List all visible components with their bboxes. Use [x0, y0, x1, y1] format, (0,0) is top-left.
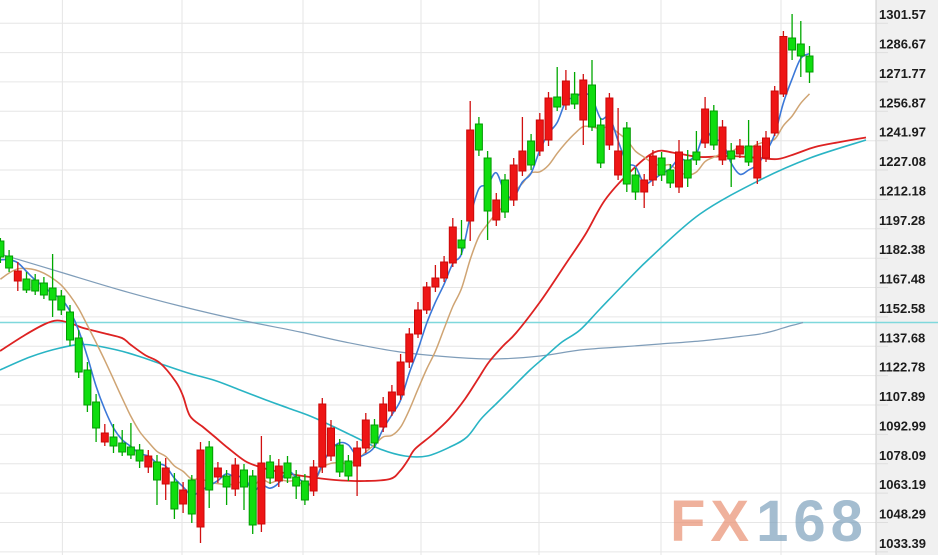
svg-text:1227.08: 1227.08 — [879, 154, 926, 169]
svg-text:1063.19: 1063.19 — [879, 477, 926, 492]
svg-text:1122.78: 1122.78 — [879, 360, 925, 375]
svg-text:1048.29: 1048.29 — [879, 507, 926, 522]
svg-text:1212.18: 1212.18 — [879, 183, 926, 198]
svg-text:1271.77: 1271.77 — [879, 66, 926, 81]
svg-text:1033.39: 1033.39 — [879, 536, 926, 551]
svg-text:1167.48: 1167.48 — [879, 272, 925, 287]
svg-text:1182.38: 1182.38 — [879, 242, 925, 257]
svg-text:1256.87: 1256.87 — [879, 95, 926, 110]
svg-text:1137.68: 1137.68 — [879, 330, 925, 345]
svg-text:1197.28: 1197.28 — [879, 213, 925, 228]
svg-text:1078.09: 1078.09 — [879, 448, 926, 463]
svg-text:1107.89: 1107.89 — [879, 389, 925, 404]
svg-text:FX168: FX168 — [670, 489, 868, 554]
svg-text:1241.97: 1241.97 — [879, 125, 926, 140]
svg-text:1152.58: 1152.58 — [879, 301, 925, 316]
svg-text:1286.67: 1286.67 — [879, 37, 926, 52]
svg-text:1301.57: 1301.57 — [879, 7, 926, 22]
svg-text:1092.99: 1092.99 — [879, 418, 926, 433]
